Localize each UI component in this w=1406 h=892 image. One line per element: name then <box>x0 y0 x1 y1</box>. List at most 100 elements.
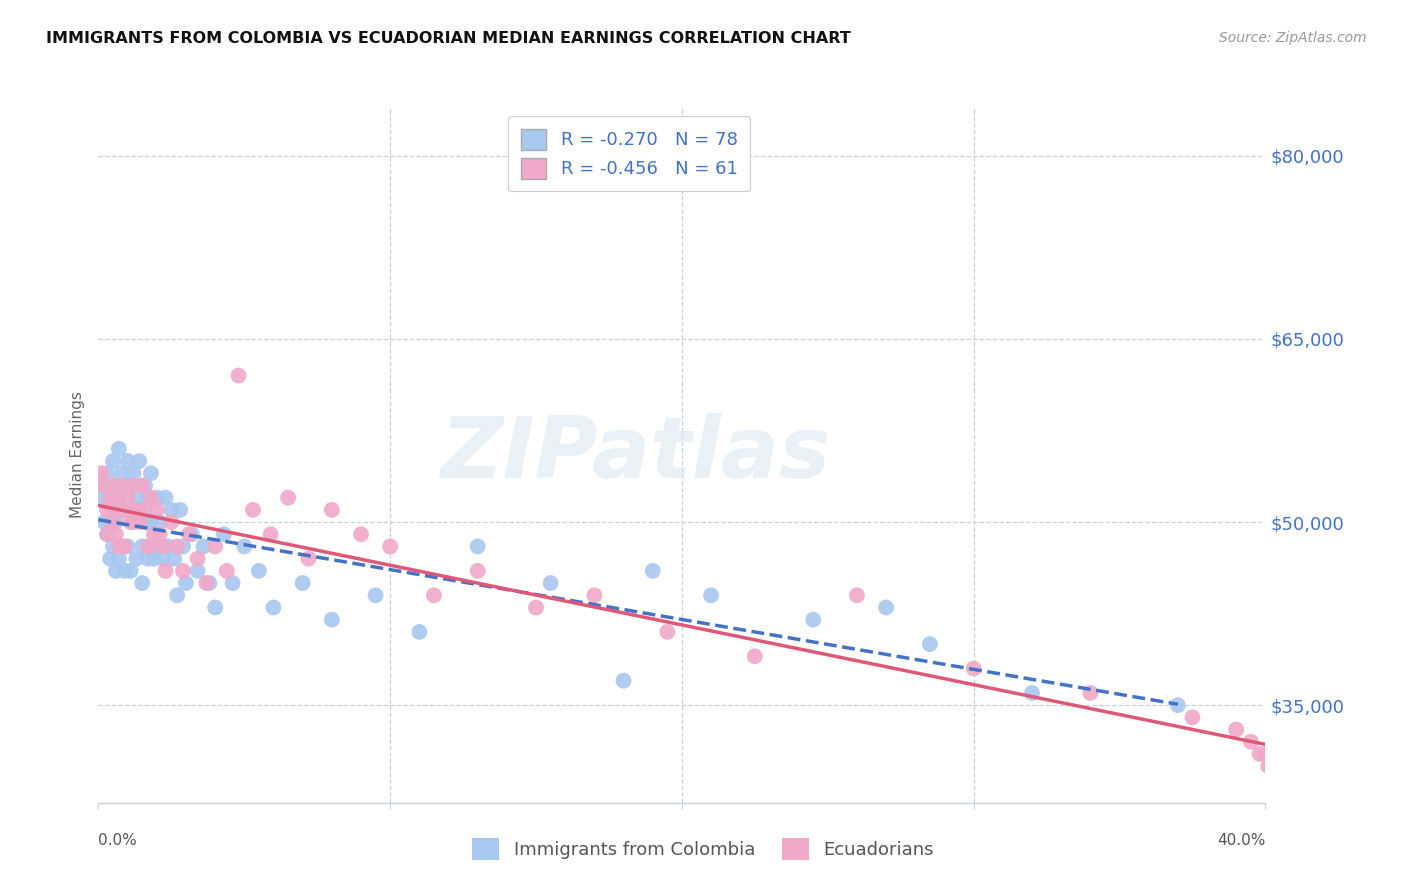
Point <box>177 527 200 541</box>
Point <box>467 540 489 554</box>
Point <box>101 454 124 468</box>
Point <box>291 576 314 591</box>
Point <box>108 540 131 554</box>
Point <box>583 588 606 602</box>
Point <box>108 551 131 566</box>
Point <box>142 551 165 566</box>
Point <box>131 478 153 492</box>
Point <box>146 503 169 517</box>
Point <box>149 515 172 529</box>
Point <box>104 527 127 541</box>
Point <box>204 600 226 615</box>
Point <box>221 576 243 591</box>
Point <box>98 515 121 529</box>
Point <box>612 673 634 688</box>
Point <box>1080 686 1102 700</box>
Point <box>166 588 188 602</box>
Point <box>93 478 115 492</box>
Point <box>247 564 270 578</box>
Point <box>120 478 142 492</box>
Point <box>423 588 446 602</box>
Point <box>380 540 402 554</box>
Point <box>117 540 139 554</box>
Point <box>467 564 489 578</box>
Point <box>93 491 115 505</box>
Point <box>117 503 139 517</box>
Point <box>187 551 209 566</box>
Point <box>136 551 159 566</box>
Point <box>120 564 142 578</box>
Point <box>139 491 162 505</box>
Point <box>169 503 191 517</box>
Point <box>128 515 150 529</box>
Point <box>204 540 226 554</box>
Point <box>962 661 984 675</box>
Point <box>540 576 562 591</box>
Point <box>146 540 169 554</box>
Point <box>108 503 131 517</box>
Point <box>98 491 121 505</box>
Point <box>801 613 824 627</box>
Point <box>104 564 127 578</box>
Point <box>1257 759 1279 773</box>
Point <box>125 551 148 566</box>
Point <box>1240 735 1263 749</box>
Point <box>198 576 221 591</box>
Text: ZIPatlas: ZIPatlas <box>440 413 831 497</box>
Point <box>700 588 723 602</box>
Point <box>136 491 159 505</box>
Text: 0.0%: 0.0% <box>98 833 138 848</box>
Point <box>875 600 897 615</box>
Point <box>259 527 281 541</box>
Point <box>1249 747 1271 761</box>
Point <box>233 540 256 554</box>
Point <box>1167 698 1189 713</box>
Point <box>101 503 124 517</box>
Point <box>142 527 165 541</box>
Point <box>215 564 238 578</box>
Point <box>212 527 235 541</box>
Point <box>193 540 215 554</box>
Point <box>90 467 112 481</box>
Point <box>108 491 131 505</box>
Point <box>262 600 284 615</box>
Point <box>364 588 387 602</box>
Point <box>114 478 136 492</box>
Point <box>172 564 194 578</box>
Point <box>104 478 127 492</box>
Point <box>101 540 124 554</box>
Legend: Immigrants from Colombia, Ecuadorians: Immigrants from Colombia, Ecuadorians <box>465 830 941 867</box>
Point <box>111 478 134 492</box>
Point <box>120 515 142 529</box>
Y-axis label: Median Earnings: Median Earnings <box>70 392 86 518</box>
Point <box>160 503 183 517</box>
Legend: R = -0.270   N = 78, R = -0.456   N = 61: R = -0.270 N = 78, R = -0.456 N = 61 <box>509 116 751 191</box>
Point <box>93 515 115 529</box>
Point <box>297 551 319 566</box>
Point <box>1181 710 1204 724</box>
Point <box>157 540 180 554</box>
Text: Source: ZipAtlas.com: Source: ZipAtlas.com <box>1219 31 1367 45</box>
Point <box>131 540 153 554</box>
Point <box>134 478 156 492</box>
Point <box>90 478 112 492</box>
Point <box>117 491 139 505</box>
Point <box>846 588 869 602</box>
Point <box>321 613 343 627</box>
Point <box>139 515 162 529</box>
Point <box>152 540 174 554</box>
Point <box>1225 723 1247 737</box>
Point <box>1263 772 1285 786</box>
Point <box>122 467 145 481</box>
Point <box>114 564 136 578</box>
Point <box>163 551 186 566</box>
Point <box>104 515 127 529</box>
Point <box>408 624 430 639</box>
Point <box>101 515 124 529</box>
Point <box>242 503 264 517</box>
Point <box>1254 747 1277 761</box>
Point <box>96 503 118 517</box>
Point <box>125 503 148 517</box>
Point <box>152 551 174 566</box>
Point <box>131 576 153 591</box>
